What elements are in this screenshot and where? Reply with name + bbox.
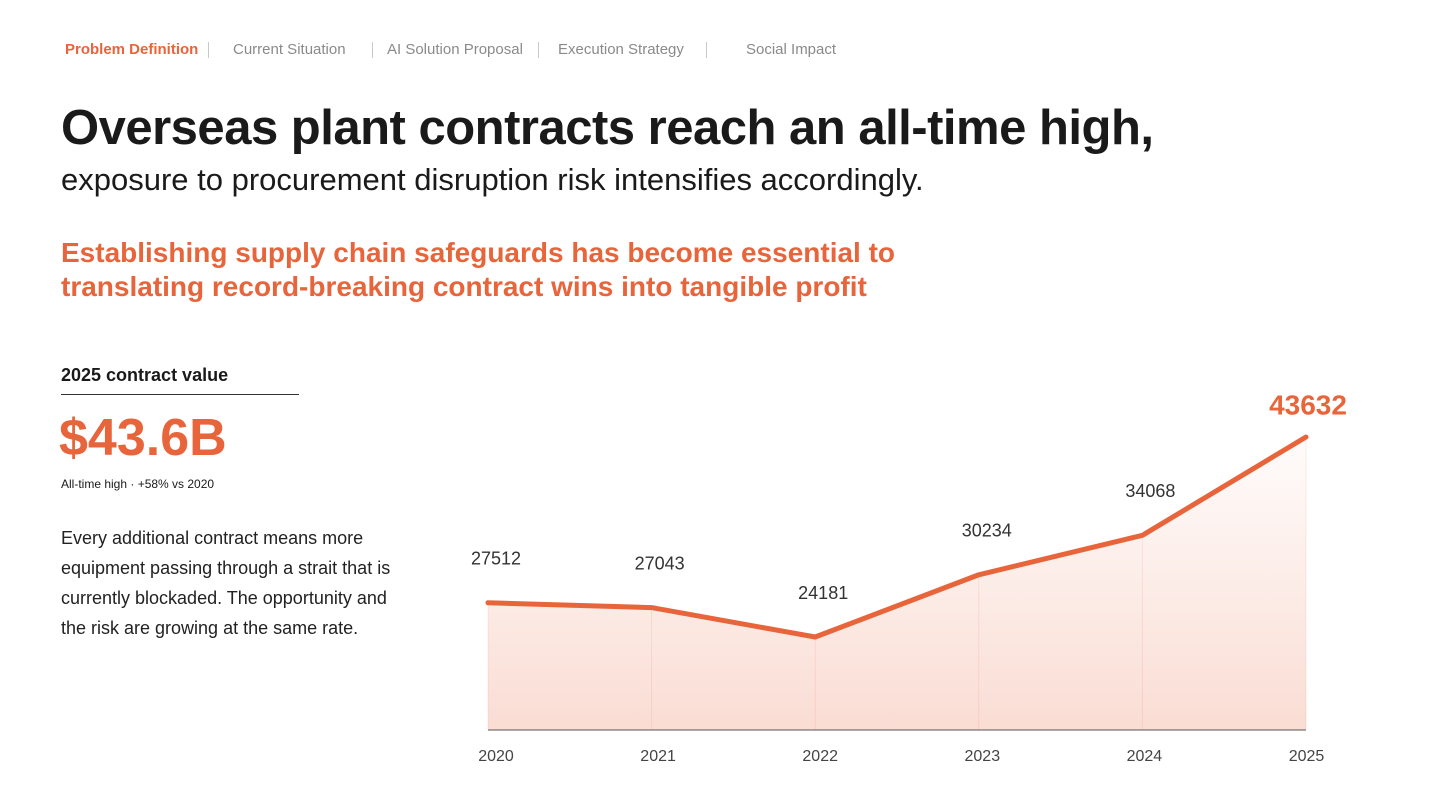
nav-tab[interactable]: Problem Definition (65, 41, 199, 58)
data-label: 43632 (1269, 389, 1347, 420)
x-tick-label: 2024 (1127, 748, 1163, 765)
callout-line: Establishing supply chain safeguards has… (61, 237, 896, 268)
stat-label: 2025 contract value (61, 365, 229, 385)
divider (61, 394, 299, 395)
callout-line: translating record-breaking contract win… (61, 271, 867, 302)
data-label: 30234 (962, 521, 1012, 541)
x-tick-label: 2021 (640, 748, 676, 765)
x-tick-label: 2023 (965, 748, 1001, 765)
nav-separator (706, 42, 707, 58)
nav-tab[interactable]: Execution Strategy (558, 41, 684, 58)
area-fill (488, 437, 1306, 730)
body-text: Every additional contract means more equ… (61, 528, 391, 638)
data-label: 34068 (1125, 481, 1175, 501)
stat-value: $43.6B (59, 409, 227, 467)
line (485, 434, 1309, 640)
nav-separator (208, 42, 209, 58)
nav-separator (538, 42, 539, 58)
headline: Overseas plant contracts reach an all-ti… (61, 101, 1154, 155)
data-label: 24181 (798, 583, 848, 603)
x-tick-label: 2020 (478, 748, 514, 765)
x-tick-label: 2022 (802, 748, 838, 765)
data-label: 27043 (635, 553, 685, 573)
nav-tab[interactable]: AI Solution Proposal (387, 41, 523, 58)
subheadline: exposure to procurement disruption risk … (61, 162, 924, 197)
x-tick-label: 2025 (1289, 748, 1325, 765)
nav-tab[interactable]: Current Situation (233, 41, 346, 58)
data-label: 27512 (471, 548, 521, 568)
nav-tab[interactable]: Social Impact (746, 41, 837, 58)
stat-note: All-time high · +58% vs 2020 (61, 477, 215, 491)
nav-separator (372, 42, 373, 58)
